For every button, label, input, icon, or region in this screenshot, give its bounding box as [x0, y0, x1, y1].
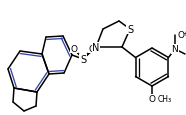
Text: O: O: [70, 44, 78, 53]
Text: N: N: [172, 45, 178, 54]
Text: +: +: [182, 31, 186, 37]
Text: O: O: [148, 95, 155, 104]
Text: N: N: [92, 43, 100, 53]
Text: S: S: [80, 55, 86, 64]
Text: O: O: [177, 31, 184, 40]
Text: O: O: [89, 44, 95, 53]
Text: CH₃: CH₃: [158, 95, 172, 104]
Text: S: S: [127, 25, 133, 35]
